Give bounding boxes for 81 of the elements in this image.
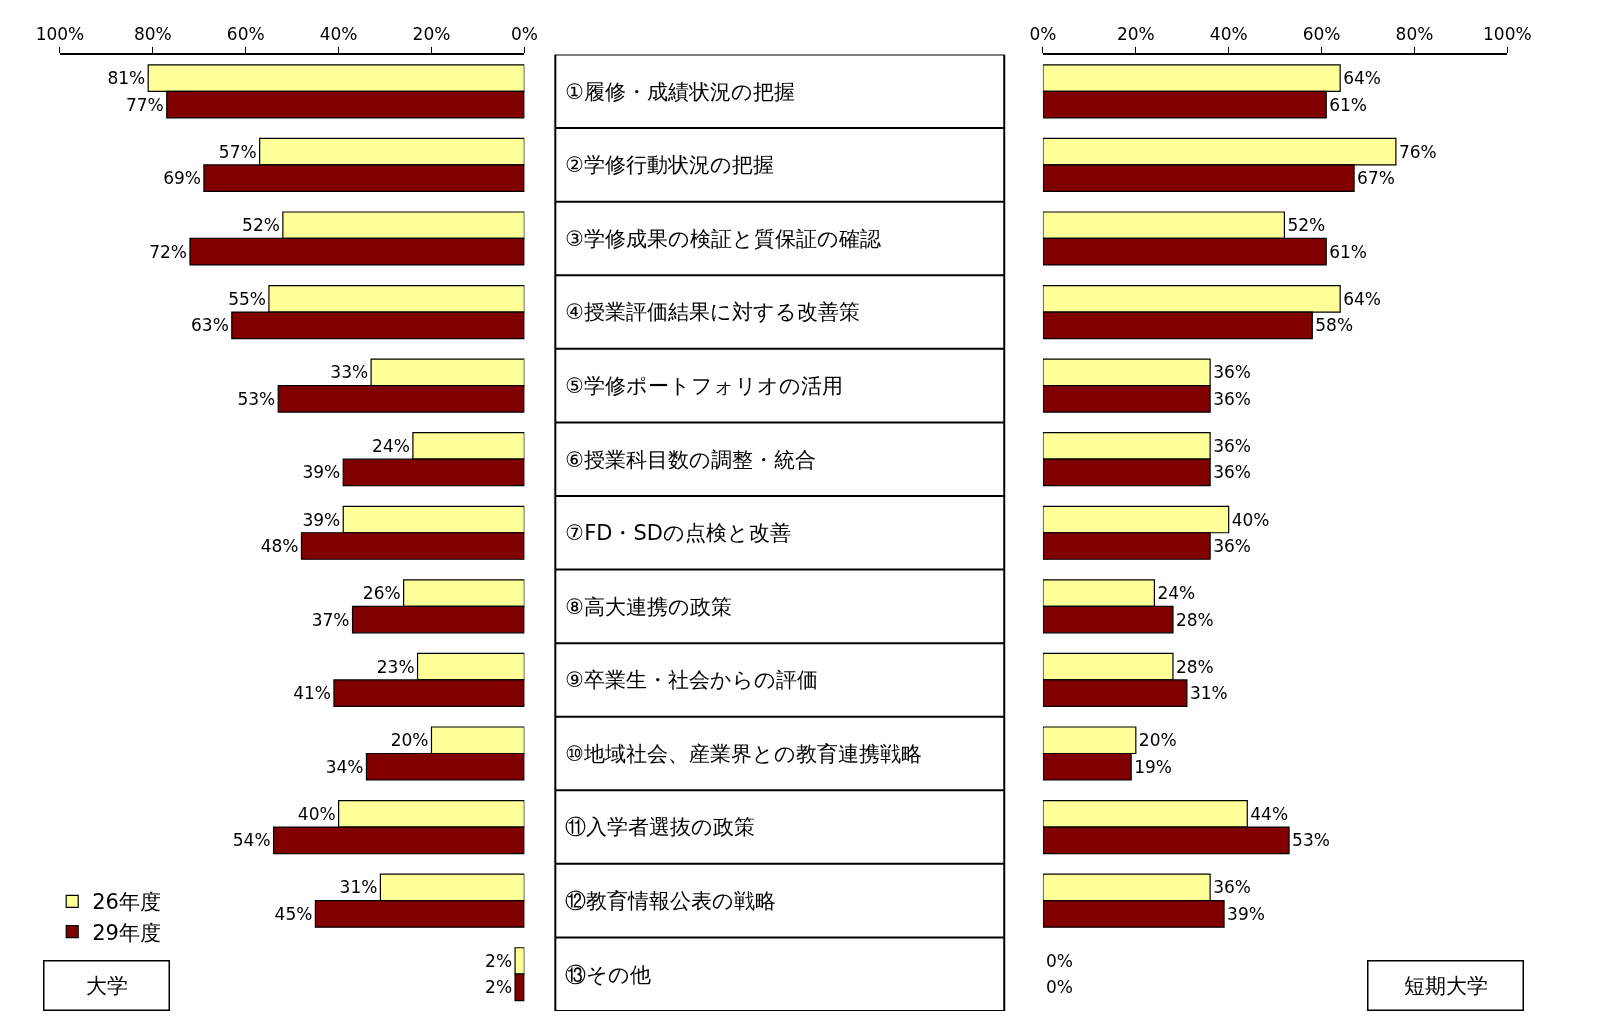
y-tick-label: ⑫教育情報公表の戦略	[565, 888, 777, 913]
data-label: 2%	[485, 977, 513, 998]
y-tick-label: ⑤学修ポートフォリオの活用	[565, 373, 844, 398]
data-label: 40%	[297, 803, 336, 824]
data-label: 36%	[1213, 462, 1251, 483]
y-tick-label: ⑩地域社会、産業界との教育連携戦略	[565, 741, 923, 766]
legend-label: 26年度	[92, 890, 161, 915]
annotation: 大学	[85, 973, 128, 998]
data-label: 33%	[330, 362, 369, 383]
data-label: 20%	[390, 730, 429, 751]
data-label: 37%	[311, 609, 350, 630]
data-label: 0%	[1045, 950, 1073, 971]
data-label: 57%	[218, 141, 257, 162]
data-label: 53%	[1292, 830, 1330, 851]
data-label: 76%	[1398, 141, 1437, 162]
data-label: 36%	[1213, 388, 1251, 409]
data-label: 31%	[339, 877, 378, 898]
data-label: 20%	[1138, 730, 1177, 751]
x-tick-label: 0%	[1029, 23, 1057, 44]
data-label: 53%	[237, 388, 276, 409]
data-label: 61%	[1329, 241, 1368, 262]
x-tick-label: 60%	[1302, 23, 1341, 44]
data-label: 81%	[107, 68, 146, 89]
data-label: 64%	[1343, 288, 1381, 309]
data-label: 77%	[125, 94, 164, 115]
data-label: 36%	[1213, 435, 1251, 456]
x-tick-label: 80%	[1395, 23, 1434, 44]
data-label: 52%	[1287, 215, 1326, 236]
legend-label: 29年度	[92, 920, 161, 945]
annotation: 短期大学	[1403, 973, 1488, 998]
data-label: 69%	[163, 168, 201, 189]
x-tick-label: 100%	[1483, 23, 1532, 44]
y-tick-label: ⑧高大連携の政策	[565, 594, 733, 619]
data-label: 39%	[1227, 903, 1265, 924]
data-label: 72%	[149, 241, 187, 262]
data-label: 0%	[1045, 977, 1073, 998]
data-label: 19%	[1134, 756, 1172, 777]
data-label: 48%	[260, 536, 299, 557]
data-label: 67%	[1357, 168, 1395, 189]
x-tick-label: 80%	[133, 23, 172, 44]
data-label: 63%	[190, 315, 229, 336]
data-label: 40%	[1231, 509, 1270, 530]
y-tick-label: ④授業評価結果に対する改善策	[565, 300, 861, 325]
data-label: 44%	[1250, 803, 1289, 824]
data-label: 41%	[293, 683, 331, 704]
data-label: 28%	[1175, 609, 1214, 630]
x-tick-label: 100%	[35, 23, 85, 44]
x-tick-label: 20%	[1116, 23, 1155, 44]
y-tick-label: ⑪入学者選抜の政策	[565, 815, 756, 840]
data-label: 39%	[302, 462, 341, 483]
data-label: 45%	[274, 903, 313, 924]
y-tick-label: ⑦FD・SDの点検と改善	[565, 521, 791, 546]
data-label: 34%	[325, 756, 364, 777]
y-tick-label: ⑬その他	[565, 962, 652, 987]
y-tick-label: ①履修・成績状況の把握	[565, 79, 796, 104]
data-label: 36%	[1213, 536, 1251, 557]
data-label: 39%	[302, 509, 341, 530]
x-tick-label: 40%	[1209, 23, 1248, 44]
data-label: 36%	[1213, 877, 1251, 898]
data-label: 28%	[1175, 656, 1214, 677]
data-label: 23%	[376, 656, 415, 677]
data-label: 61%	[1329, 94, 1368, 115]
data-label: 24%	[372, 435, 410, 456]
data-label: 26%	[362, 583, 401, 604]
x-tick-label: 40%	[319, 23, 358, 44]
y-tick-label: ②学修行動状況の把握	[565, 153, 775, 178]
y-tick-label: ⑨卒業生・社会からの評価	[565, 668, 819, 693]
y-tick-label: ⑥授業科目数の調整・統合	[565, 447, 817, 472]
data-label: 2%	[485, 950, 513, 971]
data-label: 24%	[1157, 583, 1196, 604]
data-label: 36%	[1213, 362, 1251, 383]
x-tick-label: 0%	[510, 23, 538, 44]
data-label: 54%	[232, 830, 271, 851]
data-label: 52%	[242, 215, 280, 236]
data-label: 31%	[1189, 683, 1228, 704]
data-label: 64%	[1343, 68, 1381, 89]
data-label: 55%	[228, 288, 266, 309]
y-tick-label: ③学修成果の検証と質保証の確認	[565, 226, 882, 251]
x-tick-label: 20%	[412, 23, 451, 44]
data-label: 58%	[1315, 315, 1354, 336]
x-tick-label: 60%	[226, 23, 265, 44]
